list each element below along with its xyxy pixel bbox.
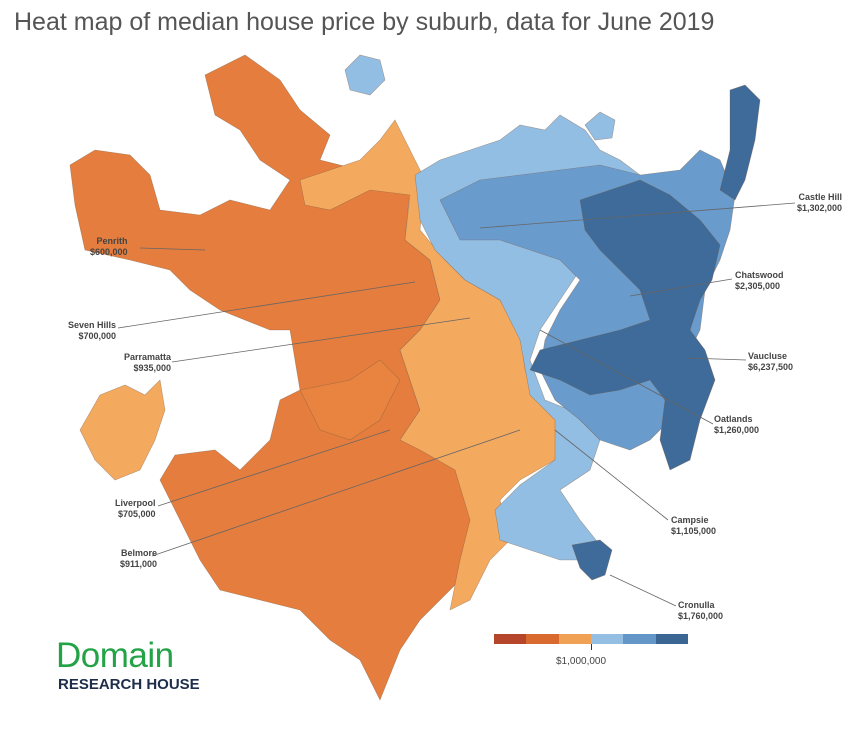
region-light-blue-north <box>344 54 386 96</box>
region-dark-blue-north <box>719 84 761 201</box>
domain-logo: Domain <box>56 636 174 675</box>
label-campsie: Campsie $1,105,000 <box>671 515 717 536</box>
legend-swatch <box>623 634 656 644</box>
label-seven-hills: Seven Hills $700,000 <box>68 320 117 341</box>
leader-lines <box>117 202 796 607</box>
label-belmore: Belmore $911,000 <box>120 548 158 569</box>
label-castle-hill: Castle Hill $1,302,000 <box>797 192 843 213</box>
region-cronulla <box>571 539 613 581</box>
region-outlier-light-orange <box>79 379 166 481</box>
legend-tick <box>591 644 592 650</box>
legend-swatch <box>526 634 559 644</box>
region-dark-blue <box>529 179 721 471</box>
color-legend <box>494 634 688 644</box>
legend-swatch <box>558 634 591 644</box>
label-parramatta: Parramatta $935,000 <box>124 352 172 373</box>
legend-swatch <box>494 634 527 644</box>
label-liverpool: Liverpool $705,000 <box>115 498 156 519</box>
label-cronulla: Cronulla $1,760,000 <box>678 600 724 621</box>
legend-label: $1,000,000 <box>556 656 607 667</box>
label-chatswood: Chatswood $2,305,000 <box>735 270 784 291</box>
region-light-blue-ne <box>584 111 616 141</box>
region-west-orange-2 <box>299 359 401 441</box>
legend-swatch <box>590 634 624 644</box>
legend-swatch <box>655 634 688 644</box>
label-penrith: Penrith $600,000 <box>90 236 128 257</box>
label-oatlands: Oatlands $1,260,000 <box>714 414 760 435</box>
map-title: Heat map of median house price by suburb… <box>14 8 715 36</box>
label-vaucluse: Vaucluse $6,237,500 <box>748 351 794 372</box>
research-house-logo: RESEARCH HOUSE <box>58 676 200 693</box>
